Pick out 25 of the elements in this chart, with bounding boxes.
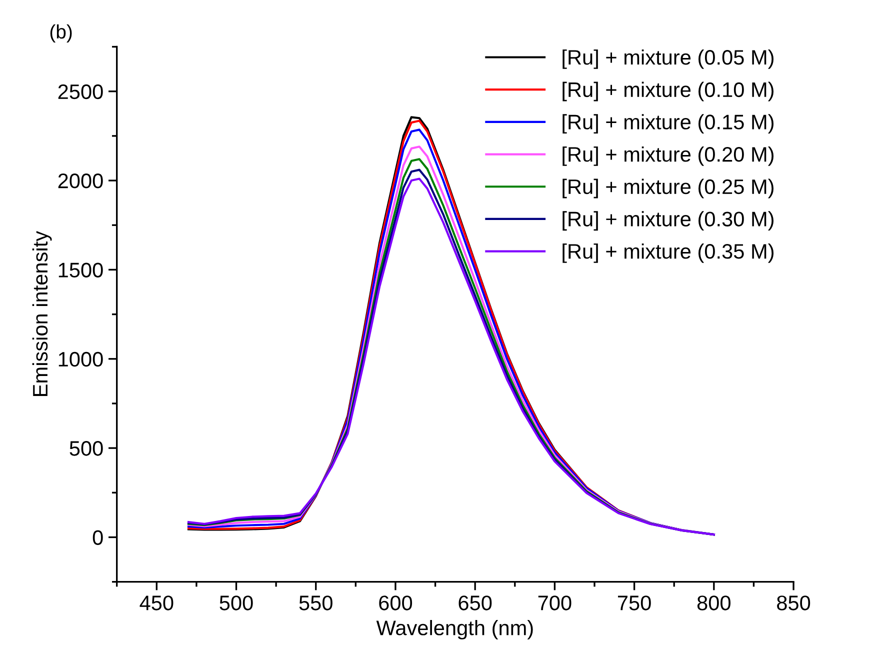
- x-tick-label: 800: [697, 596, 730, 610]
- x-tick-label: 600: [379, 596, 412, 610]
- x-tick-label: 700: [538, 596, 572, 610]
- legend-label: [Ru] + mixture (0.35 M): [562, 243, 774, 263]
- legend-label: [Ru] + mixture (0.15 M): [562, 114, 774, 134]
- y-tick-label: 2500: [58, 84, 103, 100]
- legend-label: [Ru] + mixture (0.30 M): [562, 211, 774, 231]
- x-tick-label: 550: [299, 596, 332, 610]
- y-tick-label: 500: [70, 441, 103, 456]
- y-tick-label: 0: [92, 530, 103, 545]
- y-axis-title: Emission intensity: [32, 230, 52, 396]
- x-tick-label: 450: [140, 596, 174, 610]
- legend-label: [Ru] + mixture (0.20 M): [562, 146, 774, 166]
- chart-title: (b): [50, 24, 72, 42]
- x-tick-label: 750: [618, 596, 651, 610]
- legend-label: [Ru] + mixture (0.05 M): [562, 49, 774, 69]
- x-tick-label: 650: [458, 596, 492, 610]
- legend-label: [Ru] + mixture (0.25 M): [562, 178, 774, 198]
- x-axis-title: Wavelength (nm): [376, 620, 533, 640]
- x-tick-label: 500: [220, 596, 253, 610]
- y-tick-label: 1000: [58, 352, 103, 367]
- y-tick-label: 2000: [58, 174, 103, 188]
- y-tick-label: 1500: [58, 262, 103, 278]
- legend-label: [Ru] + mixture (0.10 M): [562, 82, 774, 102]
- x-tick-label: 850: [777, 596, 810, 610]
